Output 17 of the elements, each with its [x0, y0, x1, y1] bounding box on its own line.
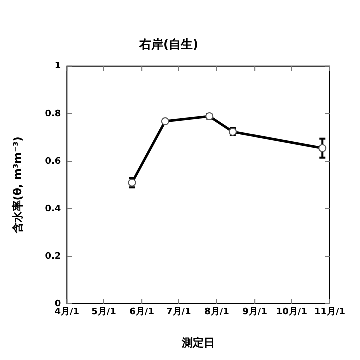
- x-tick-label: 9月/1: [242, 306, 268, 318]
- y-tick-label: 0.6: [45, 156, 62, 167]
- x-tick-label: 11月/1: [314, 306, 346, 318]
- x-tick-label: 4月/1: [54, 306, 80, 318]
- chart-title: 右岸(自生): [138, 37, 198, 52]
- x-tick-label: 10月/1: [276, 306, 308, 318]
- x-tick-label: 5月/1: [92, 306, 116, 318]
- x-tick-label: 7月/1: [166, 306, 192, 318]
- x-tick-label: 8月/1: [204, 306, 230, 318]
- y-tick-label: 0: [54, 299, 62, 310]
- y-tick-label: 0.4: [45, 204, 62, 214]
- x-tick-label: 6月/1: [130, 306, 154, 318]
- y-tick-label: 0.8: [45, 109, 62, 120]
- y-tick-label: 0.2: [45, 252, 62, 262]
- y-tick-label: 1: [54, 62, 62, 72]
- y-axis-title: 含水率(θ, m³m⁻³): [11, 136, 24, 235]
- x-axis-title: 測定日: [181, 336, 216, 350]
